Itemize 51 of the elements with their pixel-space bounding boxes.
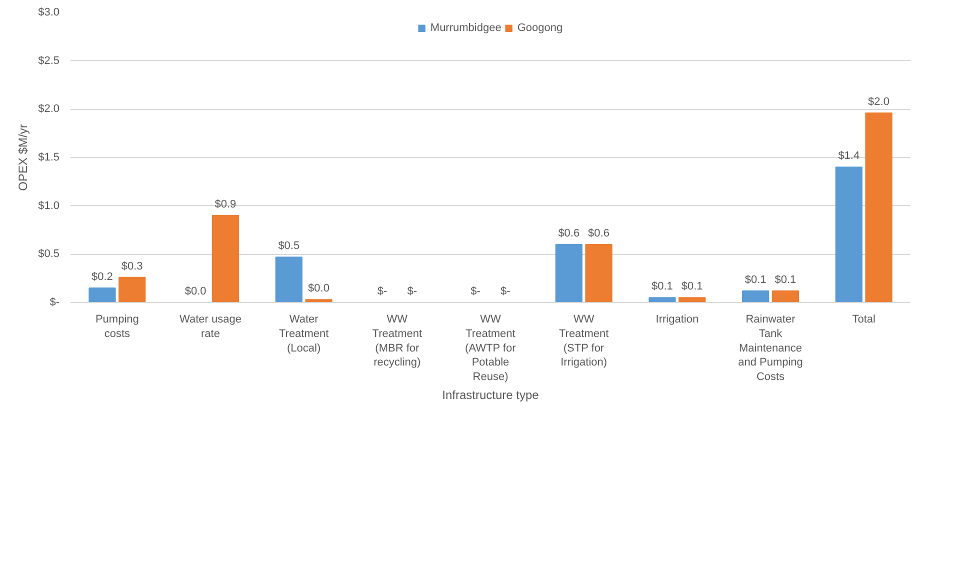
bar [88, 288, 116, 302]
bar [585, 244, 612, 302]
data-label: $- [470, 286, 481, 298]
data-label: $- [407, 286, 418, 298]
y-tick-label: $3.0 [38, 6, 60, 18]
bar [212, 215, 239, 302]
y-tick-label: $1.5 [38, 152, 60, 164]
bar [275, 256, 302, 302]
data-label: $0.1 [774, 274, 796, 286]
bar [648, 297, 676, 302]
data-label: $0.1 [744, 274, 766, 286]
x-tick-label: Water Treatment (Local) [278, 314, 329, 354]
bar [865, 112, 892, 302]
x-tick-label: Rainwater Tank Maintenance and Pumping Costs [738, 314, 803, 384]
x-tick-label: WW Treatment (MBR for recycling) [372, 314, 422, 369]
x-tick-label: Pumping costs [95, 314, 139, 340]
data-label: $2.0 [868, 96, 890, 108]
legend-label: Murrumbidgee [430, 22, 502, 34]
data-label: $- [377, 286, 388, 298]
y-axis-title: OPEX $M/yr [16, 124, 30, 191]
data-label: $0.0 [184, 286, 206, 298]
data-label: $0.6 [588, 228, 610, 240]
y-tick-label: $1.0 [38, 200, 60, 212]
bar [835, 166, 862, 302]
x-tick-label: WW Treatment (STP for Irrigation) [558, 314, 609, 369]
bar [772, 290, 799, 302]
x-axis-title: Infrastructure type [442, 388, 540, 402]
x-tick-label: Water usage rate [180, 314, 242, 340]
data-label: $0.5 [278, 240, 300, 252]
data-label: $0.9 [214, 198, 236, 210]
data-label: $0.0 [308, 282, 330, 295]
y-tick-label: $2.0 [38, 103, 60, 116]
data-label: $0.3 [121, 260, 143, 272]
data-label: $0.2 [92, 271, 113, 283]
y-tick-label: $0.5 [38, 248, 60, 260]
bar [305, 299, 332, 302]
x-tick-label: Irrigation [656, 314, 699, 326]
bar [742, 290, 770, 302]
bar [118, 276, 146, 302]
legend-label: Googong [517, 22, 563, 34]
data-label: $0.1 [652, 280, 673, 293]
data-label: $0.6 [558, 228, 580, 240]
data-label: $- [500, 286, 511, 298]
x-tick-label: Total [852, 314, 876, 326]
y-tick-label: $2.5 [38, 54, 60, 67]
bar [555, 244, 582, 302]
data-label: $0.1 [681, 280, 703, 293]
data-label: $1.4 [838, 150, 860, 162]
x-tick-label: WW Treatment (AWTP for Potable Reuse) [465, 314, 516, 384]
y-tick-label: $- [50, 296, 60, 308]
bar [678, 297, 706, 302]
